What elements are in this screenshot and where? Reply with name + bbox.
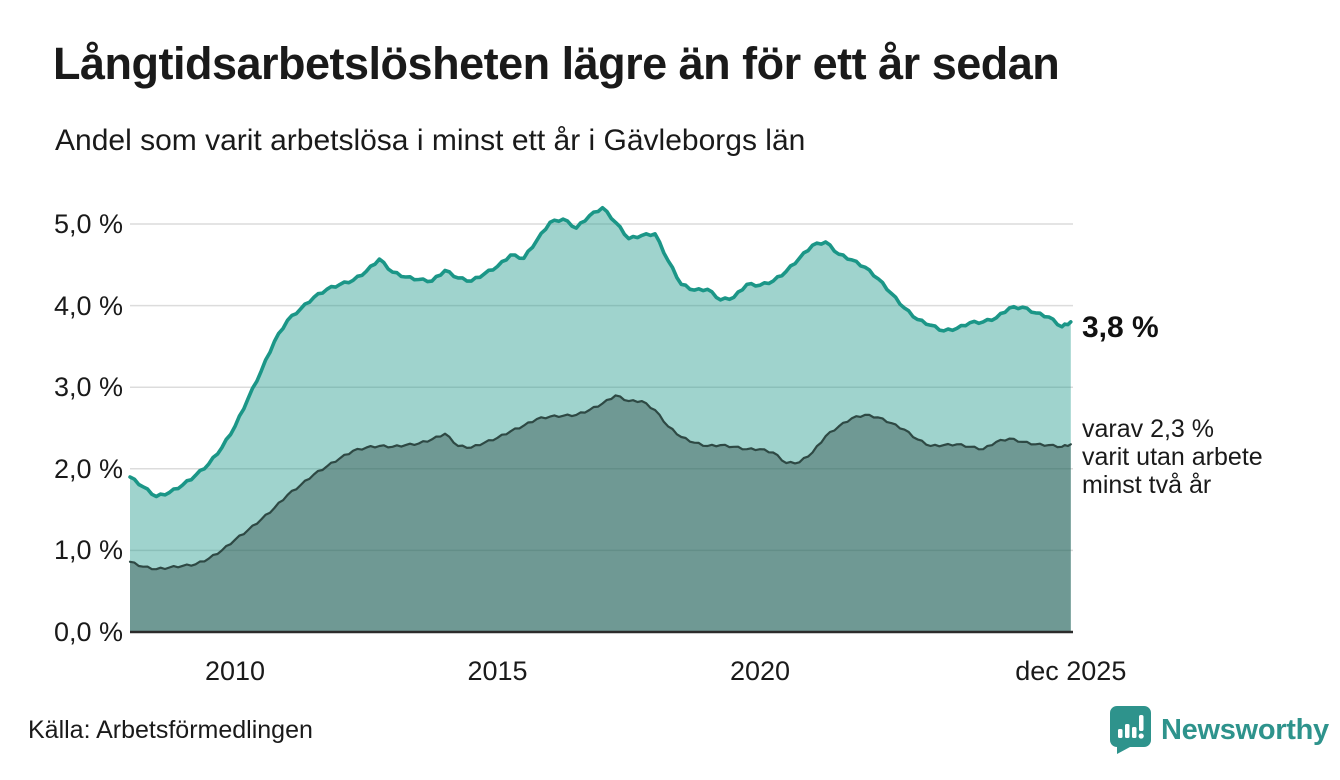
x-tick-label: 2015 bbox=[467, 656, 528, 686]
y-tick-label: 1,0 % bbox=[53, 535, 123, 566]
newsworthy-logo: Newsworthy bbox=[1110, 706, 1329, 754]
x-tick-label: dec 2025 bbox=[1015, 656, 1127, 686]
newsworthy-logo-text: Newsworthy bbox=[1161, 713, 1329, 746]
newsworthy-logo-icon bbox=[1110, 706, 1151, 754]
end-label-two-years-line3: minst två år bbox=[1082, 471, 1212, 499]
y-tick-label: 4,0 % bbox=[53, 290, 123, 321]
y-tick-label: 5,0 % bbox=[53, 209, 123, 239]
source-note: Källa: Arbetsförmedlingen bbox=[28, 716, 313, 744]
x-tick-label: 2010 bbox=[204, 656, 266, 686]
y-tick-label: 3,0 % bbox=[53, 372, 123, 403]
end-label-two-years: varav 2,3 % varit utan arbete minst två … bbox=[1082, 415, 1263, 499]
page-subtitle: Andel som varit arbetslösa i minst ett å… bbox=[55, 124, 806, 157]
end-label-two-years-line1: varav 2,3 % bbox=[1082, 415, 1215, 443]
area-two-years bbox=[130, 395, 1071, 632]
x-tick-label: 2020 bbox=[729, 656, 791, 686]
y-tick-label: 0,0 % bbox=[53, 617, 123, 647]
line-two-years bbox=[128, 394, 1072, 571]
end-label-one-year: 3,8 % bbox=[1082, 311, 1159, 344]
end-label-two-years-line2: varit utan arbete bbox=[1082, 443, 1263, 471]
area-one-year bbox=[130, 207, 1071, 632]
y-tick-label: 2,0 % bbox=[53, 453, 123, 484]
page-title: Långtidsarbetslösheten lägre än för ett … bbox=[53, 38, 1060, 89]
line-one-year bbox=[128, 205, 1073, 499]
